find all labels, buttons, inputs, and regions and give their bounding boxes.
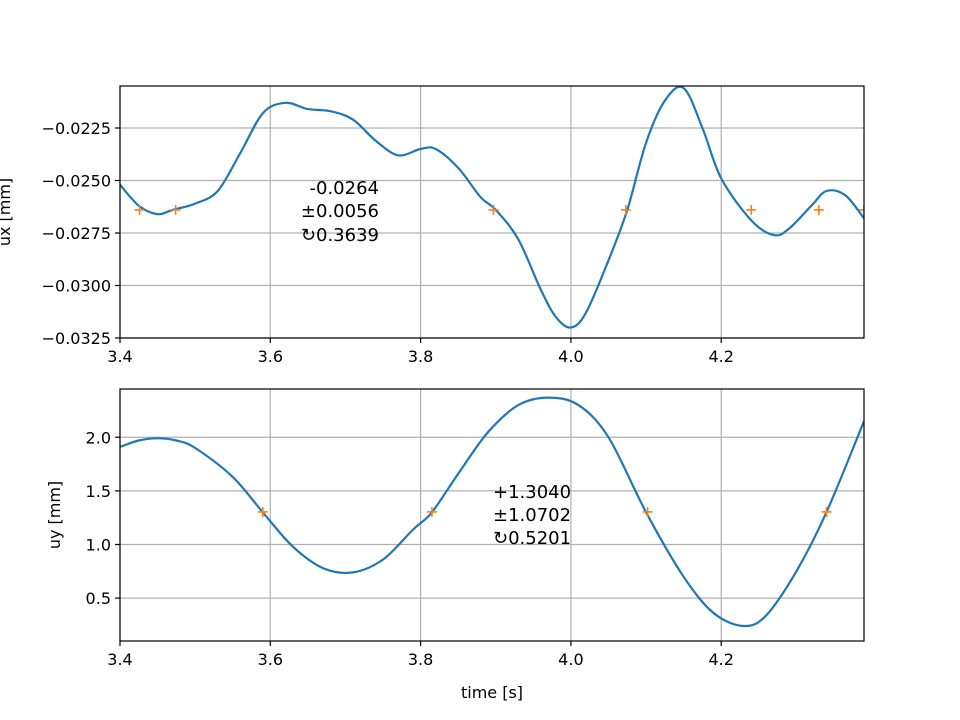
bottom-crossing-marker <box>642 506 653 517</box>
top-xtick-label: 3.8 <box>408 347 433 366</box>
bottom-annotation-amplitude: ±1.0702 <box>493 505 571 526</box>
top-grid <box>119 86 864 339</box>
top-signal-line <box>120 86 864 329</box>
bottom-signal-line <box>120 396 864 628</box>
top-xtick-label: 3.4 <box>107 347 132 366</box>
top-crossing-marker <box>746 204 757 215</box>
top-annotation-period: ↻0.3639 <box>301 225 379 246</box>
bottom-ticks: 3.4 3.6 3.8 4.0 4.2 0.5 1.0 1.5 2.0 <box>86 428 734 669</box>
bottom-ytick-label: 1.0 <box>86 535 111 554</box>
bottom-xtick-label: 3.8 <box>408 650 433 669</box>
bottom-xtick-label: 4.2 <box>708 650 733 669</box>
bottom-xtick-label: 4.0 <box>558 650 583 669</box>
bottom-ytick-label: 0.5 <box>86 589 111 608</box>
bottom-ylabel: uy [mm] <box>45 481 64 549</box>
top-crossing-marker <box>488 204 499 215</box>
top-xtick-label: 4.0 <box>558 347 583 366</box>
bottom-crossing-marker <box>426 506 437 517</box>
top-ytick-label: −0.0225 <box>42 119 111 138</box>
top-annotation-amplitude: ±0.0056 <box>301 201 379 222</box>
top-ytick-label: −0.0250 <box>42 172 111 191</box>
top-xtick-label: 3.6 <box>258 347 283 366</box>
bottom-ytick-label: 2.0 <box>86 428 111 447</box>
top-ticks: 3.4 3.6 3.8 4.0 4.2 −0.0325 −0.0300 −0.0275 −0.0… <box>42 119 734 366</box>
top-ytick-label: −0.0275 <box>42 224 111 243</box>
bottom-series <box>120 396 864 628</box>
bottom-axes-frame <box>119 388 865 642</box>
bottom-ytick-label: 1.5 <box>86 482 111 501</box>
bottom-xlabel: time [s] <box>461 683 523 702</box>
top-annotation-mean: -0.0264 <box>310 178 379 199</box>
top-axes-frame <box>119 85 865 339</box>
bottom-annotation-period: ↻0.5201 <box>493 528 571 549</box>
bottom-xtick-label: 3.6 <box>258 650 283 669</box>
top-crossing-marker <box>859 204 864 215</box>
top-axes-panel: 3.4 3.6 3.8 4.0 4.2 −0.0325 −0.0300 −0.0275 −0.0… <box>0 85 865 366</box>
top-xtick-label: 4.2 <box>708 347 733 366</box>
top-crossing-marker <box>620 204 631 215</box>
top-ytick-label: −0.0325 <box>42 329 111 348</box>
bottom-axes-panel: 3.4 3.6 3.8 4.0 4.2 0.5 1.0 1.5 2.0 uy [mm] time… <box>45 388 865 702</box>
top-ylabel: ux [mm] <box>0 178 14 246</box>
top-crossing-marker <box>170 204 181 215</box>
top-ytick-label: −0.0300 <box>42 277 111 296</box>
bottom-crossing-marker <box>257 506 268 517</box>
bottom-crossing-marker <box>821 506 832 517</box>
top-crossing-marker <box>813 204 824 215</box>
bottom-xtick-label: 3.4 <box>107 650 132 669</box>
top-crossing-marker <box>134 204 145 215</box>
top-series <box>120 86 864 329</box>
bottom-annotation-mean: +1.3040 <box>493 482 571 503</box>
